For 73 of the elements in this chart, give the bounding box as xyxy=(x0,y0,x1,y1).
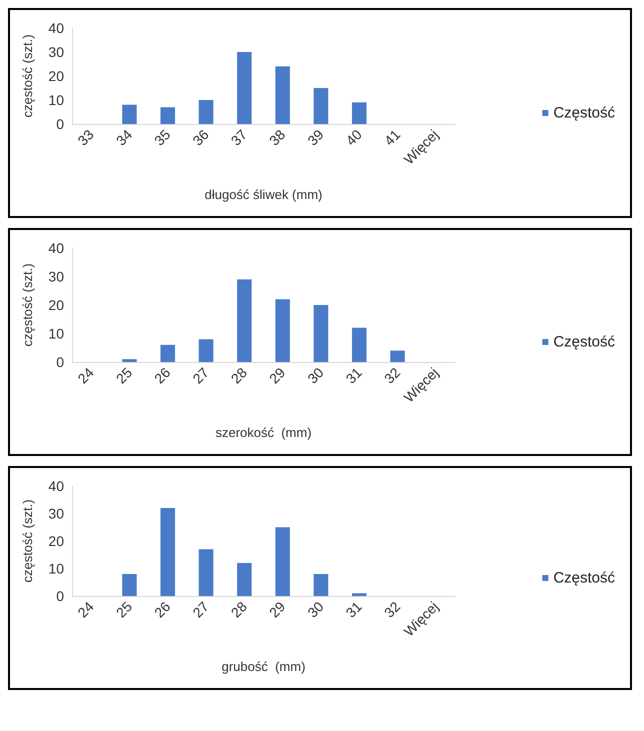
x-tick-label: 29 xyxy=(266,598,288,621)
y-tick-label: 10 xyxy=(48,92,64,108)
x-tick-label: 25 xyxy=(112,364,136,387)
legend-label: Częstość xyxy=(553,334,616,350)
bar xyxy=(122,574,137,596)
legend-label: Częstość xyxy=(553,104,616,122)
y-axis-title: częstość (szt.) xyxy=(20,499,35,583)
y-tick-label: 0 xyxy=(56,588,64,604)
bar xyxy=(275,527,290,596)
y-tick-label: 10 xyxy=(48,560,64,576)
x-tick-label: 34 xyxy=(112,126,136,149)
x-tick-label: 32 xyxy=(380,364,404,387)
x-tick-label: 27 xyxy=(189,364,212,387)
x-axis-title: grubość (mm) xyxy=(222,659,306,674)
bar xyxy=(314,88,328,124)
bar xyxy=(160,508,176,596)
x-tick-label: 39 xyxy=(304,126,327,149)
bar xyxy=(122,104,137,124)
bar xyxy=(198,100,214,124)
x-tick-label: 26 xyxy=(151,364,174,387)
y-tick-label: 30 xyxy=(48,506,64,522)
bar xyxy=(352,328,367,362)
x-tick-label: 30 xyxy=(304,364,327,387)
x-tick-label: 32 xyxy=(380,598,404,621)
bar xyxy=(275,299,290,362)
bar xyxy=(352,593,367,596)
bar xyxy=(352,102,367,124)
bar xyxy=(160,344,176,362)
x-tick-label: 27 xyxy=(189,598,212,621)
x-axis-title: szerokość (mm) xyxy=(215,425,312,440)
x-tick-label: 31 xyxy=(342,364,366,387)
y-tick-label: 0 xyxy=(56,116,64,132)
x-tick-label: 24 xyxy=(74,364,97,387)
bar xyxy=(237,563,252,596)
bar xyxy=(275,66,290,124)
bar xyxy=(198,549,214,596)
bar xyxy=(390,350,405,362)
y-tick-label: 20 xyxy=(48,297,64,313)
bar xyxy=(122,359,137,362)
x-tick-label: 26 xyxy=(151,598,174,621)
x-tick-label: 38 xyxy=(266,126,288,149)
x-axis-title: długość śliwek (mm) xyxy=(204,187,322,202)
y-tick-label: 30 xyxy=(48,268,64,284)
x-tick-label: 28 xyxy=(228,364,250,387)
x-tick-label: 29 xyxy=(266,364,288,387)
bar xyxy=(237,279,252,362)
y-tick-label: 40 xyxy=(48,478,64,494)
x-tick-label: 30 xyxy=(304,598,327,621)
y-axis-title: częstość (szt.) xyxy=(20,263,35,347)
bar xyxy=(314,305,328,362)
x-tick-label: 36 xyxy=(189,126,212,149)
x-tick-label: 37 xyxy=(228,126,250,149)
bar xyxy=(237,52,252,124)
y-tick-label: 40 xyxy=(48,240,64,256)
x-tick-label: 40 xyxy=(342,126,366,149)
y-tick-label: 20 xyxy=(48,68,64,84)
bar xyxy=(160,107,176,124)
y-axis-title: częstość (szt.) xyxy=(20,34,35,118)
x-tick-label: 28 xyxy=(228,598,250,621)
x-tick-label: 35 xyxy=(151,126,174,149)
x-tick-label: 31 xyxy=(342,598,366,621)
bar xyxy=(314,574,328,596)
x-tick-label: 24 xyxy=(74,598,97,621)
x-tick-label: 25 xyxy=(112,598,136,621)
y-tick-label: 10 xyxy=(48,326,64,342)
x-tick-label: 33 xyxy=(74,126,97,149)
y-tick-label: 0 xyxy=(56,354,64,370)
y-tick-label: 40 xyxy=(48,20,64,36)
x-tick-label: 41 xyxy=(380,126,404,149)
bar xyxy=(198,339,214,362)
y-tick-label: 20 xyxy=(48,533,64,549)
legend-label: Częstość xyxy=(553,570,616,586)
y-tick-label: 30 xyxy=(48,44,64,60)
